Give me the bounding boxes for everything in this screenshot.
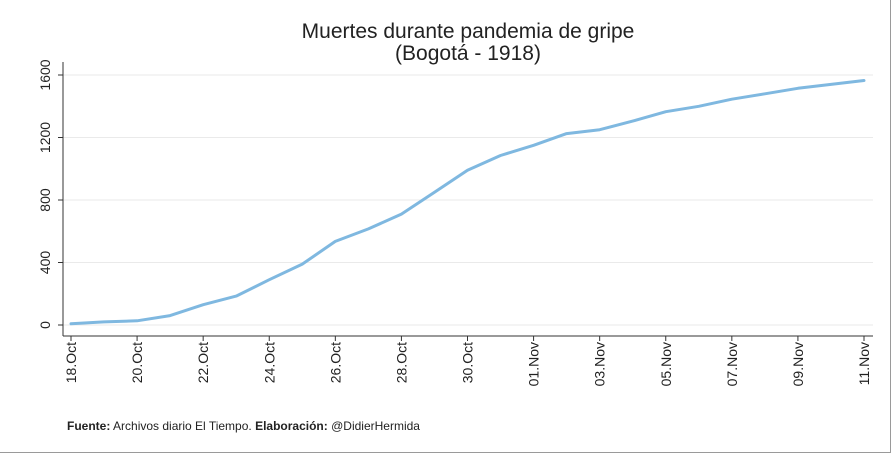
x-tick-label: 28.Oct	[393, 342, 409, 383]
chart-title: Muertes durante pandemia de gripe	[302, 20, 635, 43]
axes: 0 400 800 1200 1600 18.Oct 20.Oct 22.Oct 24.Oct 2…	[37, 59, 873, 386]
footnote: Fuente: Archivos diario El Tiempo. Elabo…	[67, 419, 420, 433]
x-tick-label: 26.Oct	[327, 342, 343, 383]
y-tick-label: 800	[37, 188, 53, 212]
x-tick-label: 24.Oct	[261, 342, 277, 383]
chart-subtitle: (Bogotá - 1918)	[395, 42, 541, 65]
x-tick-label: 11.Nov	[856, 342, 872, 385]
gridlines	[63, 74, 873, 326]
x-tick-label: 07.Nov	[724, 342, 740, 386]
x-tick-label: 09.Nov	[790, 342, 806, 386]
x-tick-label: 20.Oct	[129, 342, 145, 383]
x-tick-label: 05.Nov	[658, 342, 674, 386]
x-tick-label: 18.Oct	[63, 342, 79, 383]
y-tick-label: 400	[37, 251, 53, 275]
x-tick-label: 30.Oct	[460, 342, 476, 383]
series-line	[69, 79, 866, 326]
credit-text: @DidierHermida	[327, 419, 420, 433]
y-tick-label: 0	[37, 321, 53, 329]
x-tick-label: 22.Oct	[195, 342, 211, 383]
source-text: Archivos diario El Tiempo.	[110, 419, 256, 433]
y-tick-label: 1600	[37, 59, 53, 90]
x-tick-label: 03.Nov	[592, 342, 608, 386]
y-tick-label: 1200	[37, 122, 53, 153]
source-label: Fuente:	[67, 419, 111, 433]
data-series	[69, 79, 866, 326]
credit-label: Elaboración:	[255, 419, 328, 433]
x-tick-label: 01.Nov	[526, 342, 542, 386]
